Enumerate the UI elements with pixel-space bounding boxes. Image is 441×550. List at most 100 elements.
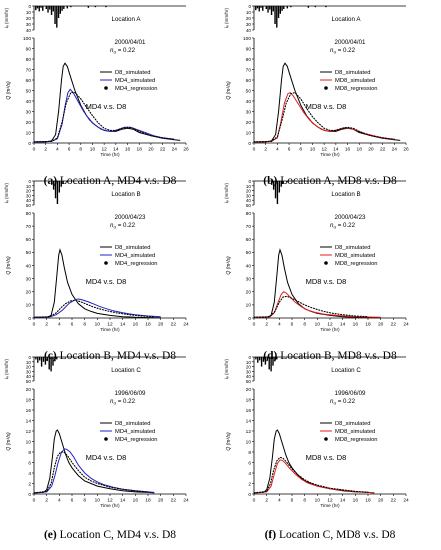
- y-tick-label: 90: [26, 46, 32, 52]
- legend-label: MD8_simulated: [335, 78, 375, 84]
- x-tick-label: 20: [158, 498, 164, 504]
- y-tick-label: 90: [246, 46, 252, 52]
- x-tick-label: 6: [71, 322, 74, 328]
- rain-bar: [56, 357, 58, 360]
- legend-dot: [324, 261, 328, 265]
- y-tick-label: 2: [248, 481, 251, 487]
- series-md4-regression: [33, 92, 175, 143]
- x-tick-label: 14: [340, 322, 346, 328]
- legend-label: MD8_simulated: [335, 429, 375, 435]
- y-tick-label: 18: [246, 397, 252, 403]
- legend-label: D8_simulated: [115, 70, 150, 76]
- date-label: 1996/06/09: [115, 390, 147, 397]
- comparison-label: MD8 v.s. D8: [306, 102, 347, 111]
- y-tick-label: 70: [246, 67, 252, 73]
- y-tick-label: 100: [23, 36, 31, 42]
- x-tick-label: 18: [357, 147, 363, 153]
- rain-tick-label: 20: [26, 189, 32, 194]
- series-md4-regression: [33, 299, 155, 318]
- x-tick-label: 8: [83, 498, 86, 504]
- x-tick-label: 6: [288, 147, 291, 153]
- rain-tick-label: 20: [246, 16, 252, 21]
- rain-bar: [276, 181, 279, 205]
- rain-tick-label: 30: [246, 193, 252, 198]
- x-axis-label: Time (hr): [100, 152, 120, 158]
- rain-bar: [274, 357, 276, 362]
- rain-bar: [281, 6, 283, 11]
- x-axis-label: Time (hr): [100, 327, 120, 333]
- rain-bar: [325, 6, 327, 8]
- rain-bar: [47, 6, 49, 13]
- legend-dot: [104, 261, 108, 265]
- legend-label: MD4_regression: [115, 437, 158, 443]
- location-label: Location C: [331, 367, 361, 374]
- rain-bar: [35, 357, 37, 360]
- rain-bar: [60, 181, 62, 187]
- x-tick-label: 20: [158, 322, 164, 328]
- x-tick-label: 14: [340, 498, 346, 504]
- rain-bar: [44, 357, 47, 365]
- rain-bar: [290, 6, 292, 8]
- legend-dot: [104, 437, 108, 441]
- x-tick-label: 18: [365, 322, 371, 328]
- x-tick-label: 16: [125, 147, 131, 153]
- series-md8-regression: [253, 295, 369, 318]
- x-tick-label: 20: [378, 322, 384, 328]
- rain-bar: [286, 6, 289, 9]
- legend-label: MD4_simulated: [115, 78, 155, 84]
- rain-tick-label: 30: [26, 193, 32, 198]
- rain-bar: [66, 6, 69, 9]
- y-tick-label: 20: [246, 290, 252, 296]
- rain-tick-label: 0: [28, 4, 31, 9]
- rain-tick-label: 30: [26, 22, 32, 27]
- x-tick-label: 10: [315, 498, 321, 504]
- x-tick-label: 24: [403, 322, 409, 328]
- y-tick-label: 16: [246, 408, 252, 414]
- y-tick-label: 10: [26, 439, 32, 445]
- y-axis-label: Q (m³/s): [6, 81, 12, 100]
- y-tick-label: 0: [248, 316, 251, 322]
- rain-bar: [42, 357, 45, 362]
- x-tick-label: 18: [145, 322, 151, 328]
- series-md8-regression: [253, 456, 369, 494]
- y-tick-label: 14: [246, 418, 252, 424]
- rain-tick-label: 50: [246, 203, 252, 208]
- series-md8-simulated: [253, 291, 381, 318]
- series-md8-regression: [253, 91, 395, 143]
- x-tick-label: 14: [113, 147, 119, 153]
- rain-bar: [277, 6, 280, 18]
- rain-tick-label: 0: [248, 179, 251, 184]
- y-tick-label: 60: [26, 237, 32, 243]
- x-tick-label: 10: [95, 498, 101, 504]
- rain-tick-label: 20: [26, 16, 32, 21]
- y-tick-label: 20: [26, 387, 32, 393]
- x-tick-label: 22: [171, 498, 177, 504]
- y-tick-label: 60: [246, 78, 252, 84]
- y-tick-label: 40: [246, 99, 252, 105]
- rain-bar: [264, 357, 267, 365]
- rain-bar: [257, 357, 259, 363]
- n-value-label: no = 0.22: [330, 398, 356, 406]
- rain-bar: [262, 357, 265, 362]
- x-tick-label: 2: [45, 498, 48, 504]
- y-tick-label: 40: [246, 263, 252, 269]
- rain-bar: [54, 181, 57, 199]
- rain-bar: [40, 6, 42, 8]
- legend-label: D8_simulated: [335, 70, 370, 76]
- rain-tick-label: 10: [26, 360, 32, 365]
- x-tick-label: 22: [391, 322, 397, 328]
- rain-bar: [280, 181, 282, 187]
- x-tick-label: 2: [44, 147, 47, 153]
- series-md4-simulated: [33, 88, 175, 143]
- rain-bar: [94, 6, 97, 8]
- comparison-label: MD8 v.s. D8: [306, 277, 347, 286]
- rain-bar: [52, 6, 54, 12]
- y-tick-label: 40: [26, 263, 32, 269]
- y-tick-label: 50: [246, 250, 252, 256]
- x-tick-label: 0: [253, 147, 256, 153]
- rain-bar: [286, 181, 288, 183]
- rain-bar: [37, 357, 39, 363]
- rain-tick-label: 20: [26, 365, 32, 370]
- rain-bar: [70, 6, 72, 8]
